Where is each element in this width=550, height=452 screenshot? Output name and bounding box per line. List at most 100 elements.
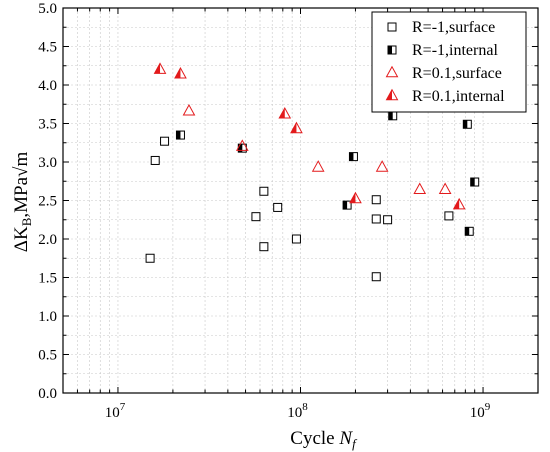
y-tick-label: 5.0 <box>38 1 57 17</box>
marker-outline <box>371 214 381 224</box>
data-point <box>290 121 303 134</box>
y-tick-label: 1.5 <box>38 271 57 287</box>
marker-outline <box>182 103 196 116</box>
marker-fill <box>388 46 392 54</box>
legend-label: R=-1,surface <box>412 19 495 36</box>
y-tick-label: 1.0 <box>38 309 57 325</box>
marker-fill <box>463 120 468 129</box>
marker-outline <box>385 88 399 101</box>
series-3 <box>153 62 466 210</box>
data-point <box>259 186 269 196</box>
marker-outline <box>385 65 399 78</box>
marker-outline <box>452 197 466 210</box>
data-point <box>311 160 325 172</box>
marker-outline <box>290 121 303 134</box>
data-point <box>438 182 452 195</box>
y-tick-label: 0.5 <box>38 348 57 364</box>
marker-outline <box>145 253 155 263</box>
data-point <box>470 177 480 187</box>
marker-outline <box>349 191 362 204</box>
data-point <box>145 253 155 263</box>
series-0 <box>145 136 454 282</box>
data-point <box>413 182 427 195</box>
x-tick-label: 107 <box>105 401 126 421</box>
x-tick-labels: 107 108 109 <box>105 401 491 421</box>
marker-outline <box>444 211 454 221</box>
legend-marker <box>385 65 399 78</box>
legend-marker <box>385 88 399 101</box>
marker-outline <box>273 202 283 212</box>
marker-outline <box>371 195 381 205</box>
x-tick-label: 109 <box>470 401 491 421</box>
marker-fill <box>238 144 243 153</box>
legend-marker <box>387 45 397 55</box>
marker-outline <box>259 242 269 252</box>
data-point <box>371 272 381 282</box>
legend-marker <box>387 22 397 32</box>
data-point <box>388 111 398 121</box>
legend-label: R=0.1,internal <box>412 88 505 105</box>
marker-outline <box>174 66 187 79</box>
y-tick-label: 0.0 <box>38 386 57 402</box>
data-point <box>371 195 381 205</box>
data-points <box>145 62 480 282</box>
data-point <box>160 136 170 146</box>
marker-outline <box>375 160 389 172</box>
series-2 <box>182 103 452 195</box>
data-point <box>273 202 283 212</box>
data-point <box>375 160 389 172</box>
marker-outline <box>251 212 261 222</box>
marker-fill <box>388 111 393 120</box>
y-tick-label: 2.5 <box>38 194 57 210</box>
marker-outline <box>413 182 427 195</box>
series-1 <box>175 111 480 236</box>
data-point <box>342 200 352 210</box>
legend: R=-1,surface R=-1,internal R=0.1,surface R=… <box>371 11 527 113</box>
y-tick-label: 4.5 <box>38 40 57 56</box>
marker-outline <box>153 62 167 74</box>
data-point <box>452 197 466 210</box>
marker-fill <box>343 201 348 210</box>
data-point <box>174 66 187 79</box>
data-point <box>349 191 362 204</box>
legend-box <box>371 11 527 113</box>
y-tick-label: 2.0 <box>38 232 57 248</box>
y-tick-label: 3.0 <box>38 155 57 171</box>
data-point <box>371 214 381 224</box>
y-tick-labels: 0.0 0.5 1.0 1.5 2.0 2.5 3.0 3.5 4.0 4.5 5.0 <box>38 1 57 402</box>
axis-ticks <box>62 7 539 394</box>
marker-fill <box>470 178 475 187</box>
marker-outline <box>150 155 160 165</box>
data-point <box>444 211 454 221</box>
marker-outline <box>311 160 325 172</box>
marker-fill <box>176 131 181 140</box>
data-point <box>383 215 393 225</box>
marker-outline <box>438 182 452 195</box>
legend-label: R=0.1,surface <box>412 65 502 82</box>
marker-outline <box>371 272 381 282</box>
data-point <box>348 152 358 162</box>
legend-label: R=-1,internal <box>412 42 498 59</box>
marker-fill <box>465 227 470 236</box>
marker-fill <box>349 152 354 161</box>
data-point <box>251 212 261 222</box>
y-axis-title: ΔKB,MPa√m <box>11 152 34 253</box>
data-point <box>259 242 269 252</box>
data-point <box>464 226 474 236</box>
y-tick-label: 3.5 <box>38 117 57 133</box>
x-axis-title: Cycle Nf <box>290 428 358 451</box>
data-point <box>278 107 292 119</box>
data-point <box>291 234 301 244</box>
data-point <box>235 139 249 151</box>
data-point <box>462 119 472 129</box>
data-point <box>150 155 160 165</box>
marker-outline <box>387 22 397 32</box>
marker-outline <box>383 215 393 225</box>
data-point <box>153 62 167 74</box>
marker-outline <box>278 107 292 119</box>
marker-outline <box>259 186 269 196</box>
data-point <box>182 103 196 116</box>
marker-outline <box>235 139 249 151</box>
data-point <box>175 130 185 140</box>
